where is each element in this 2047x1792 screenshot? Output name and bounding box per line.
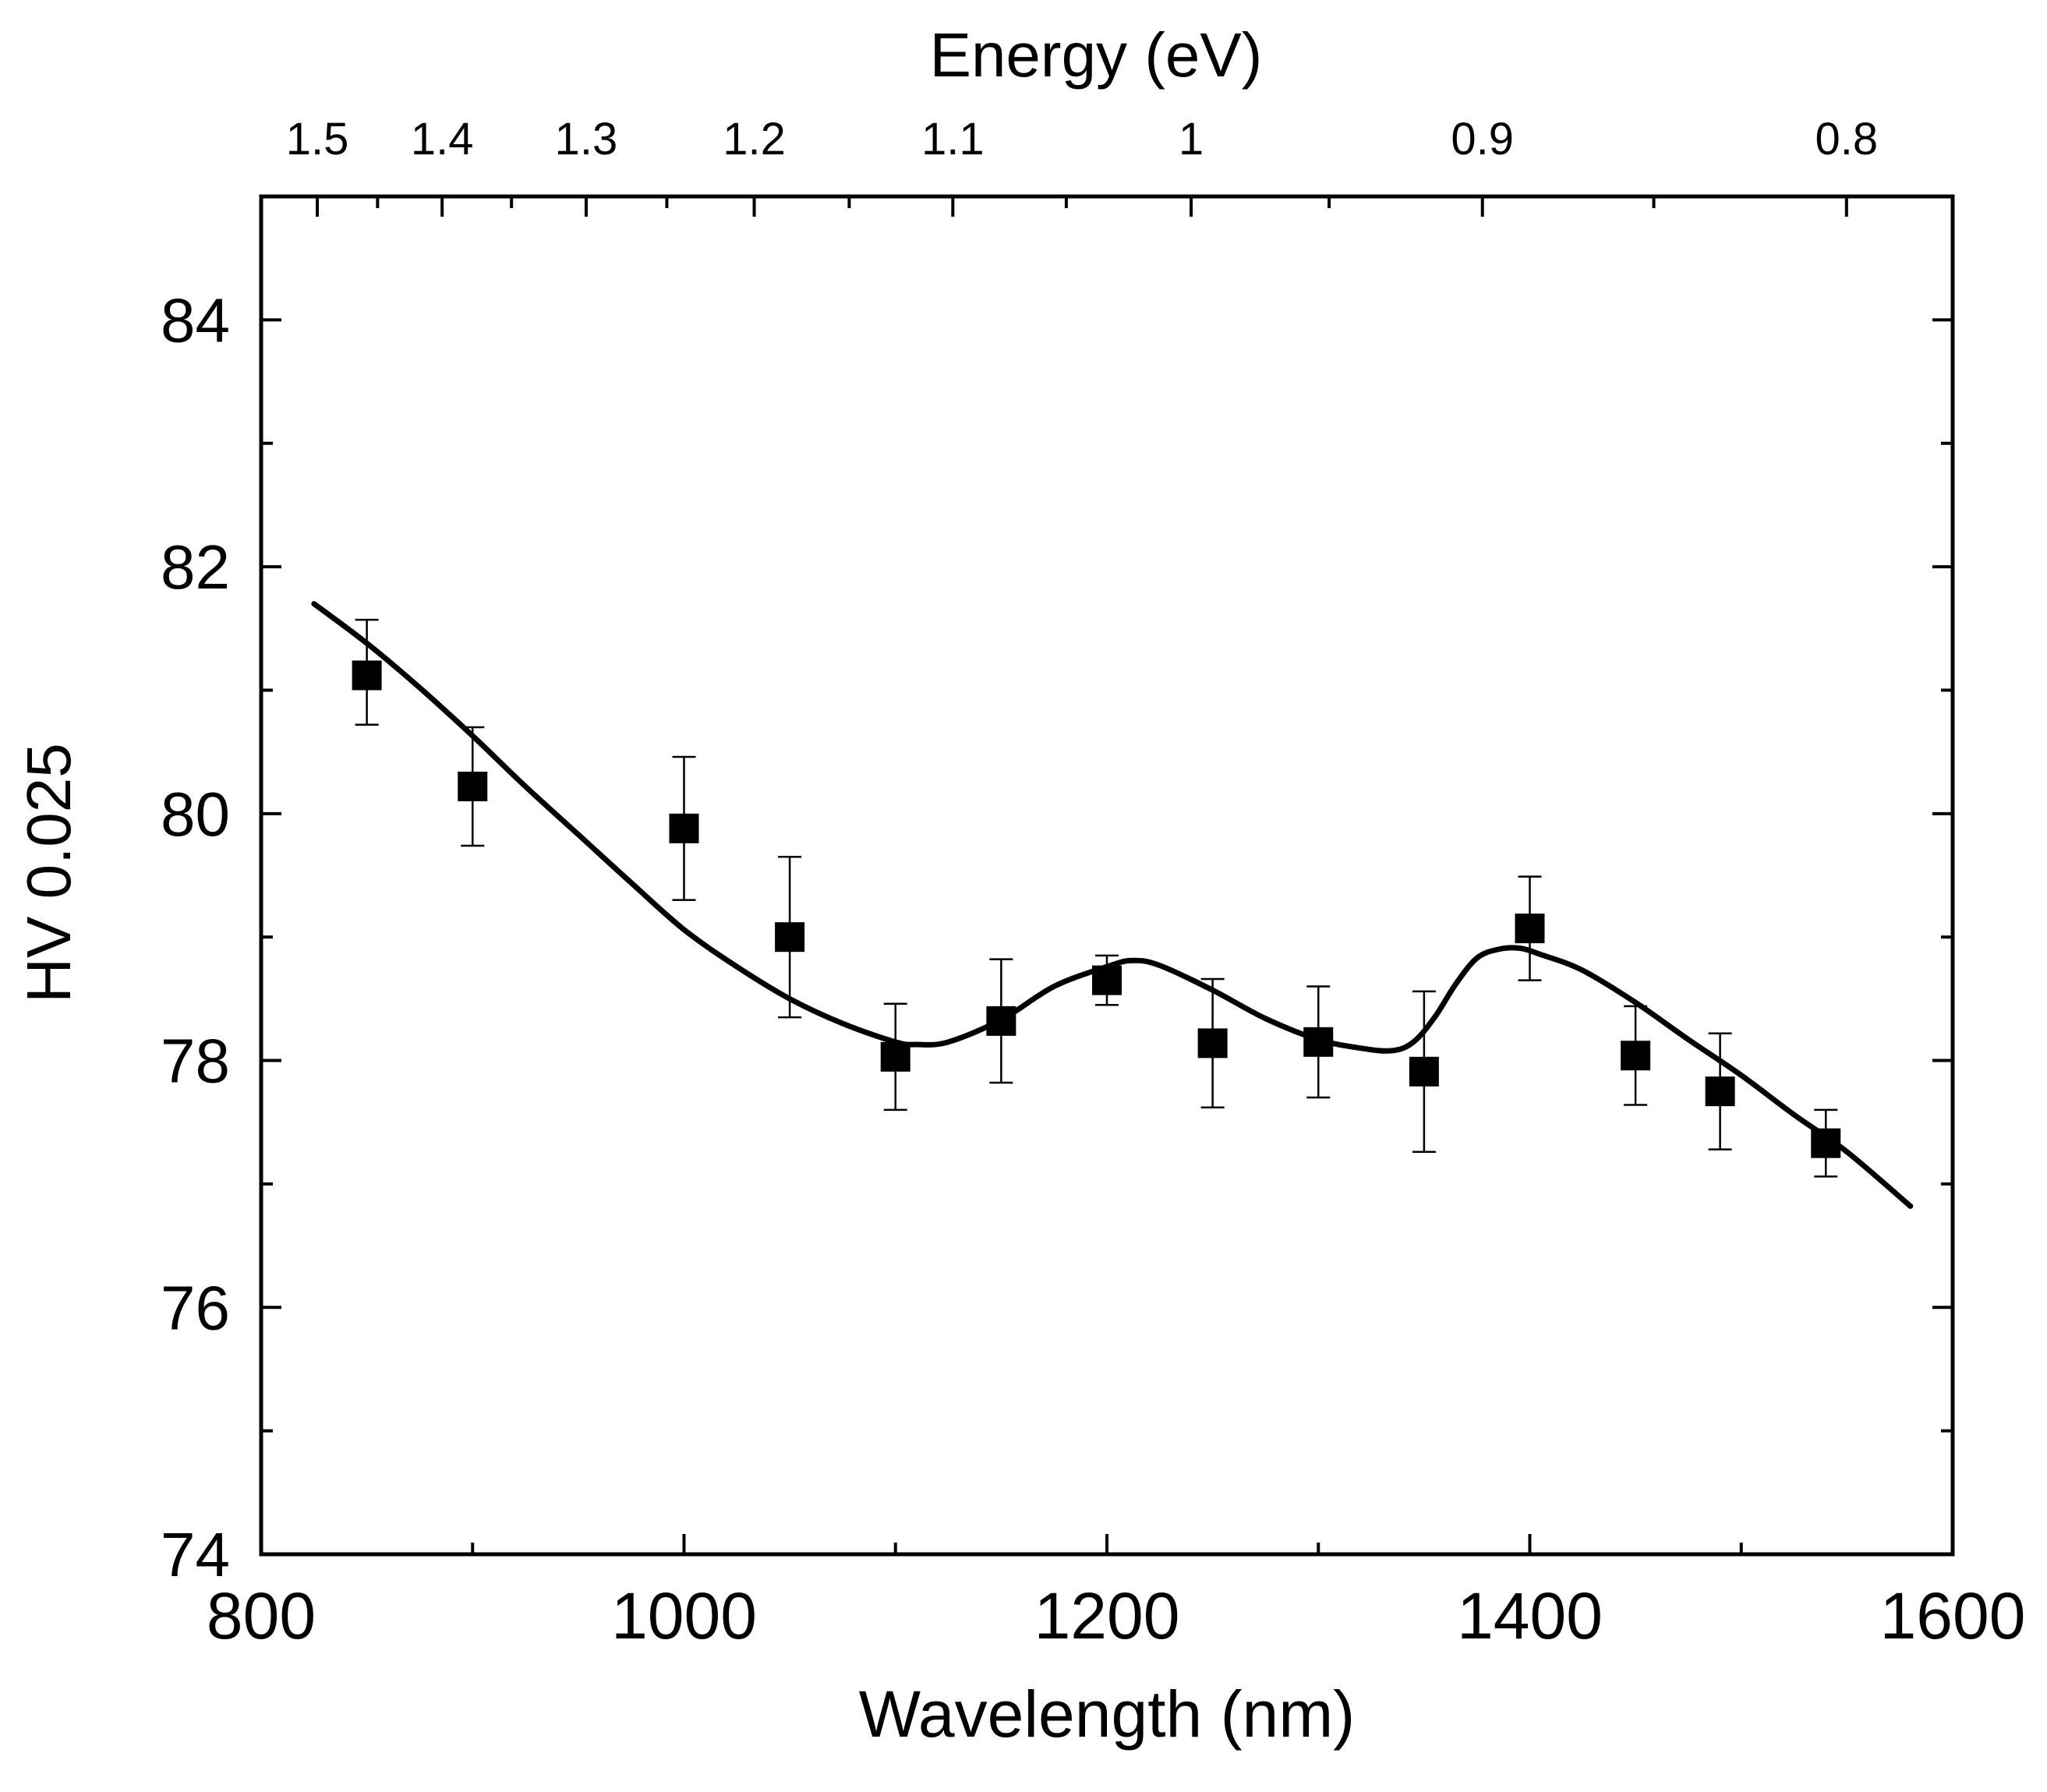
data-point [352, 660, 382, 691]
x-tick-label: 800 [207, 1579, 316, 1652]
x2-tick-label: 1.5 [286, 114, 349, 164]
x2-axis-title: Energy (eV) [930, 20, 1263, 90]
x-tick-label: 1600 [1880, 1579, 2026, 1652]
y-tick-label: 76 [161, 1273, 230, 1342]
data-point [1092, 965, 1122, 995]
data-point [1515, 914, 1545, 944]
data-point [1811, 1128, 1841, 1158]
data-point [1705, 1076, 1735, 1107]
plot-frame [259, 194, 1955, 1557]
x2-tick-label: 1.2 [723, 114, 786, 164]
data-point [880, 1041, 910, 1072]
labels-layer: 800 1000 1200 1400 1600 74 76 78 80 82 84 1.5 1.4 1.3… [161, 114, 2025, 1652]
data-point [1303, 1027, 1334, 1057]
x-tick-label: 1400 [1457, 1579, 1603, 1652]
data-point [775, 922, 805, 953]
x-tick-label: 1000 [611, 1579, 757, 1652]
x2-tick-label: 1.3 [555, 114, 618, 164]
fit-layer [311, 601, 1914, 1209]
y-tick-label: 84 [161, 285, 230, 355]
data-point [669, 813, 699, 843]
x2-tick-label: 0.9 [1451, 114, 1514, 164]
y-axis-title: HV 0.025 [14, 743, 83, 1003]
data-point [1409, 1056, 1439, 1087]
x-tick-label: 1200 [1034, 1579, 1180, 1652]
y-tick-label: 80 [161, 779, 230, 849]
y-tick-label: 74 [161, 1520, 230, 1589]
x2-tick-label: 0.8 [1815, 114, 1879, 164]
y-tick-label: 78 [161, 1027, 230, 1096]
x2-tick-label: 1 [1179, 114, 1204, 164]
x2-tick-label: 1.4 [411, 114, 474, 164]
fit-line [311, 601, 1914, 1209]
points-layer [352, 618, 1841, 1178]
x-axis-title: Wavelength (nm) [859, 1677, 1355, 1751]
y-tick-label: 82 [161, 532, 230, 602]
data-point [1621, 1041, 1651, 1071]
data-point [458, 771, 488, 801]
data-point [986, 1006, 1016, 1036]
x2-tick-label: 1.1 [921, 114, 985, 164]
data-point [1197, 1028, 1228, 1059]
